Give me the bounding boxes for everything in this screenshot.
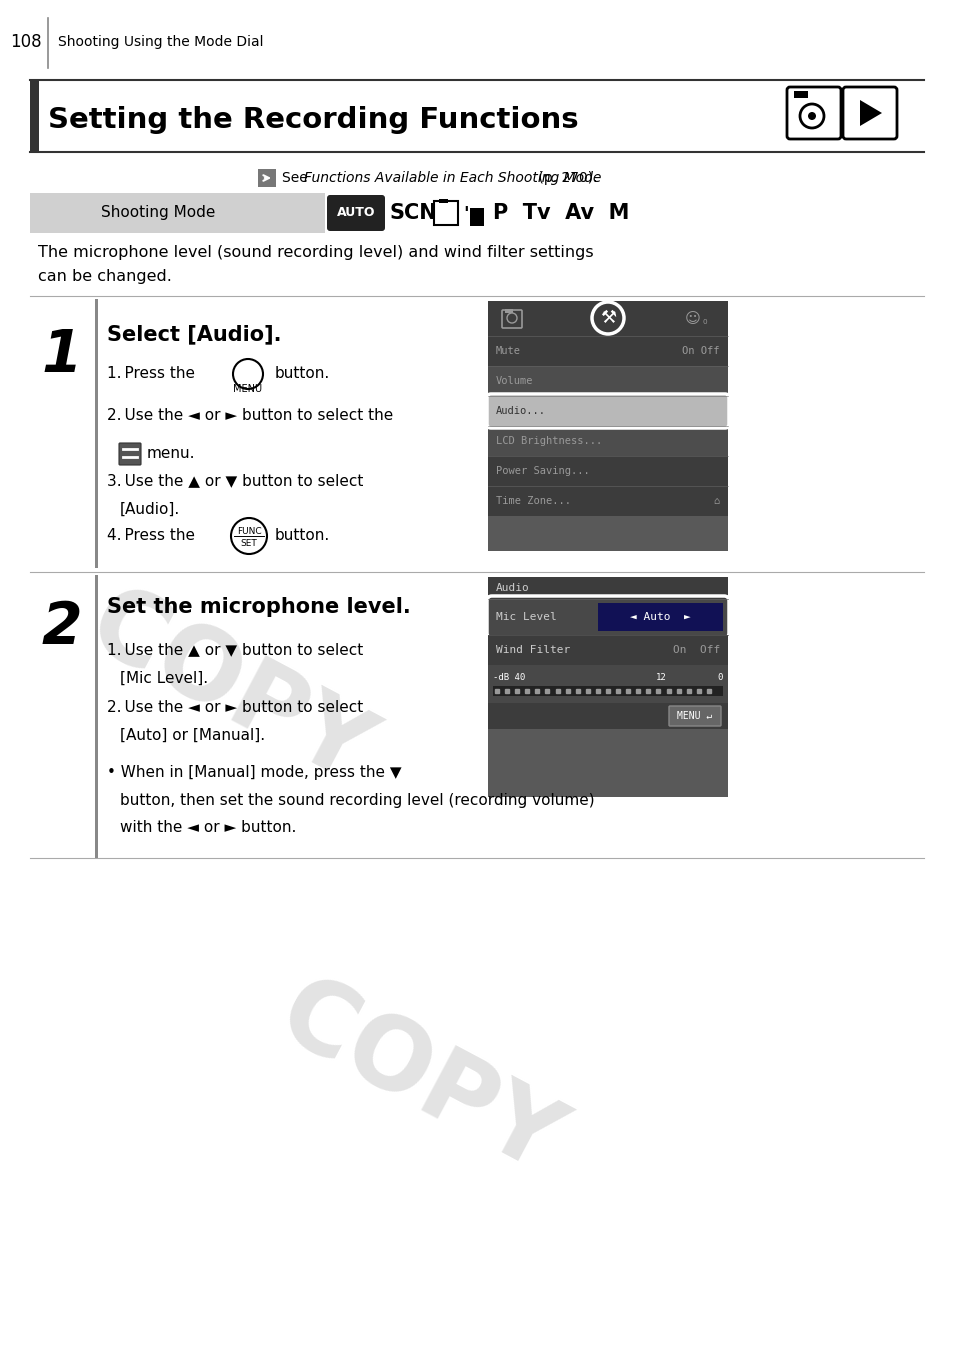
FancyBboxPatch shape xyxy=(488,301,727,551)
FancyBboxPatch shape xyxy=(488,664,727,703)
Text: MENU ↵: MENU ↵ xyxy=(677,712,712,721)
Text: button.: button. xyxy=(274,366,330,382)
Text: See: See xyxy=(282,171,312,186)
Text: ': ' xyxy=(462,204,468,223)
FancyBboxPatch shape xyxy=(488,336,727,366)
Text: menu.: menu. xyxy=(147,447,195,461)
Text: SET: SET xyxy=(240,538,257,547)
Text: Mute: Mute xyxy=(496,346,520,356)
Text: can be changed.: can be changed. xyxy=(38,269,172,285)
Text: Functions Available in Each Shooting Mode: Functions Available in Each Shooting Mod… xyxy=(304,171,600,186)
Text: Audio...: Audio... xyxy=(496,406,545,416)
Text: On  Off: On Off xyxy=(672,646,720,655)
FancyBboxPatch shape xyxy=(327,195,385,231)
Text: button.: button. xyxy=(274,529,330,543)
Text: Audio: Audio xyxy=(496,582,529,593)
Text: FUNC: FUNC xyxy=(236,526,261,535)
FancyBboxPatch shape xyxy=(504,309,513,313)
FancyBboxPatch shape xyxy=(488,486,727,516)
Text: 4. Press the: 4. Press the xyxy=(107,529,194,543)
FancyBboxPatch shape xyxy=(95,576,98,858)
Text: Power Saving...: Power Saving... xyxy=(496,465,589,476)
FancyBboxPatch shape xyxy=(119,443,141,465)
Text: 1: 1 xyxy=(42,327,82,385)
Text: [Auto] or [Manual].: [Auto] or [Manual]. xyxy=(120,728,265,742)
Text: LCD Brightness...: LCD Brightness... xyxy=(496,436,601,447)
FancyBboxPatch shape xyxy=(257,169,275,187)
Text: Mic Level: Mic Level xyxy=(496,612,557,621)
FancyBboxPatch shape xyxy=(488,366,727,395)
Text: COPY: COPY xyxy=(73,576,387,804)
Text: 1. Use the ▲ or ▼ button to select: 1. Use the ▲ or ▼ button to select xyxy=(107,643,363,658)
Text: 108: 108 xyxy=(10,34,42,51)
Text: [Mic Level].: [Mic Level]. xyxy=(120,671,208,686)
Circle shape xyxy=(807,112,815,120)
Text: The microphone level (sound recording level) and wind filter settings: The microphone level (sound recording le… xyxy=(38,245,593,260)
FancyBboxPatch shape xyxy=(470,208,483,226)
Text: Volume: Volume xyxy=(496,377,533,386)
Text: ⚒: ⚒ xyxy=(599,309,616,327)
FancyBboxPatch shape xyxy=(488,577,727,798)
FancyBboxPatch shape xyxy=(30,192,923,233)
Text: button, then set the sound recording level (recording volume): button, then set the sound recording lev… xyxy=(120,792,594,807)
Text: On Off: On Off xyxy=(681,346,720,356)
Text: ⌂: ⌂ xyxy=(713,496,720,506)
Text: • When in [Manual] mode, press the ▼: • When in [Manual] mode, press the ▼ xyxy=(107,764,401,780)
Text: 2. Use the ◄ or ► button to select the: 2. Use the ◄ or ► button to select the xyxy=(107,409,393,424)
Text: SCN: SCN xyxy=(390,203,437,223)
Text: Shooting Using the Mode Dial: Shooting Using the Mode Dial xyxy=(58,35,263,48)
Text: ₀: ₀ xyxy=(702,316,706,325)
Text: 3. Use the ▲ or ▼ button to select: 3. Use the ▲ or ▼ button to select xyxy=(107,473,363,488)
FancyBboxPatch shape xyxy=(488,395,727,426)
Text: COPY: COPY xyxy=(263,966,577,1194)
Text: 0: 0 xyxy=(717,672,722,682)
Text: with the ◄ or ► button.: with the ◄ or ► button. xyxy=(120,820,296,835)
Text: [Audio].: [Audio]. xyxy=(120,502,180,516)
Text: P  Tv  Av  M: P Tv Av M xyxy=(493,203,629,223)
FancyBboxPatch shape xyxy=(488,703,727,729)
Text: 2: 2 xyxy=(42,599,82,655)
FancyBboxPatch shape xyxy=(493,686,722,695)
FancyBboxPatch shape xyxy=(488,635,727,664)
Text: ◄ Auto  ►: ◄ Auto ► xyxy=(629,612,690,621)
FancyBboxPatch shape xyxy=(438,199,448,203)
FancyBboxPatch shape xyxy=(598,603,722,631)
Text: Shooting Mode: Shooting Mode xyxy=(100,206,214,221)
FancyBboxPatch shape xyxy=(488,301,727,336)
Text: Set the microphone level.: Set the microphone level. xyxy=(107,597,411,617)
FancyBboxPatch shape xyxy=(488,456,727,486)
Polygon shape xyxy=(859,100,882,126)
Text: MENU: MENU xyxy=(233,385,262,394)
Text: Wind Filter: Wind Filter xyxy=(496,646,570,655)
Text: AUTO: AUTO xyxy=(336,207,375,219)
Text: (p. 270).: (p. 270). xyxy=(533,171,597,186)
Text: 12: 12 xyxy=(655,672,665,682)
FancyBboxPatch shape xyxy=(95,299,98,568)
FancyBboxPatch shape xyxy=(668,706,720,726)
FancyBboxPatch shape xyxy=(325,192,923,233)
FancyBboxPatch shape xyxy=(793,91,807,98)
Text: Setting the Recording Functions: Setting the Recording Functions xyxy=(48,106,578,134)
FancyBboxPatch shape xyxy=(30,79,39,152)
Text: 1. Press the: 1. Press the xyxy=(107,366,194,382)
Text: -dB 40: -dB 40 xyxy=(493,672,525,682)
FancyBboxPatch shape xyxy=(488,577,727,599)
FancyBboxPatch shape xyxy=(488,599,727,635)
Text: Select [Audio].: Select [Audio]. xyxy=(107,324,281,344)
FancyBboxPatch shape xyxy=(488,426,727,456)
Text: 2. Use the ◄ or ► button to select: 2. Use the ◄ or ► button to select xyxy=(107,699,363,714)
Text: ☺: ☺ xyxy=(684,311,700,325)
Text: Time Zone...: Time Zone... xyxy=(496,496,571,506)
